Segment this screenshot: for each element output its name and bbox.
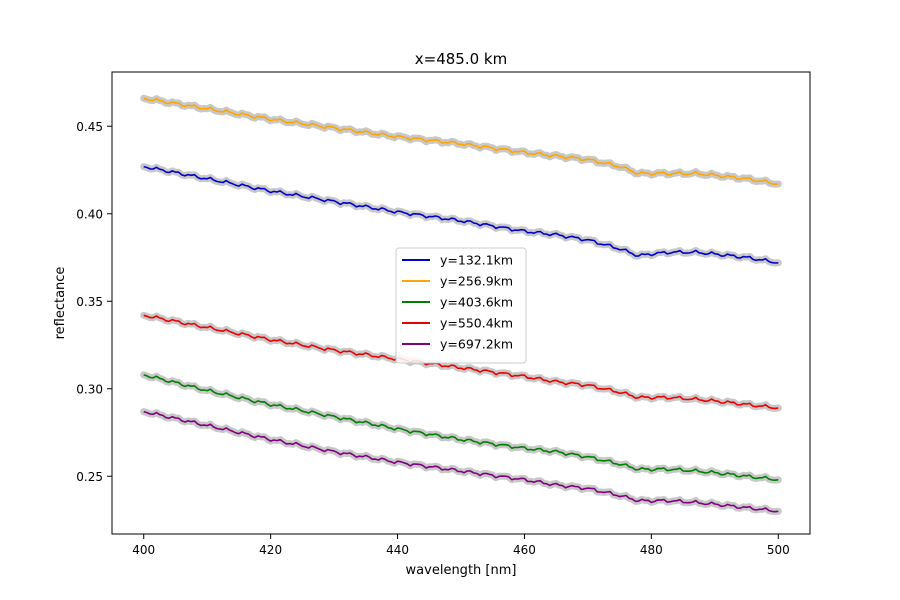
uncertainty-band-2 — [140, 371, 782, 484]
legend-label: y=550.4km — [440, 316, 513, 331]
series-line-2 — [143, 374, 779, 481]
uncertainty-band-4 — [140, 408, 782, 516]
legend-label: y=697.2km — [440, 337, 513, 352]
legend: y=132.1km y=256.9km y=403.6km y=550.4km y=69… — [395, 247, 527, 364]
legend-label: y=403.6km — [440, 295, 513, 310]
y-axis-label: reflectance — [53, 267, 68, 340]
series-line-3 — [143, 314, 779, 410]
x-tick-label: 400 — [132, 543, 155, 557]
x-tick-label: 480 — [640, 543, 663, 557]
x-tick-label: 460 — [513, 543, 536, 557]
series-lines — [143, 97, 779, 513]
series-line-0 — [143, 165, 779, 264]
y-tick-label: 0.35 — [76, 295, 103, 309]
x-tick-label: 440 — [386, 543, 409, 557]
y-tick-label: 0.45 — [76, 120, 103, 134]
x-axis-label: wavelength [nm] — [406, 563, 517, 578]
legend-box — [395, 247, 527, 364]
uncertainty-band-1 — [140, 94, 782, 188]
series-line-1 — [143, 97, 779, 185]
x-tick-label: 420 — [259, 543, 282, 557]
plot-frame — [111, 71, 811, 535]
legend-label: y=256.9km — [440, 274, 513, 289]
y-axis-ticks: 0.25 0.30 0.35 0.40 0.45 — [76, 120, 112, 484]
legend-label: y=132.1km — [440, 253, 513, 268]
y-tick-label: 0.40 — [76, 207, 103, 221]
series-line-4 — [143, 410, 779, 513]
chart-title: x=485.0 km — [415, 50, 507, 68]
x-tick-label: 500 — [767, 543, 790, 557]
x-axis-ticks: 400 420 440 460 480 500 — [132, 534, 790, 557]
y-tick-label: 0.25 — [76, 470, 103, 484]
y-tick-label: 0.30 — [76, 382, 103, 396]
